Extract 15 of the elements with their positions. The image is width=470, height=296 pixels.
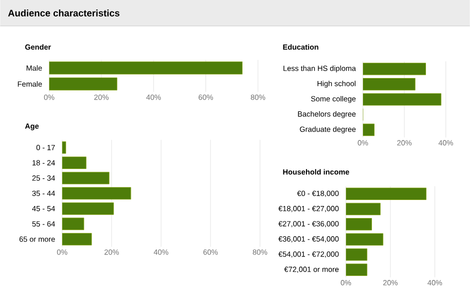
bar	[362, 63, 426, 76]
bar	[346, 248, 368, 261]
bar	[62, 172, 110, 184]
text: Audience characteristics	[8, 10, 120, 17]
bar	[62, 202, 114, 215]
bar	[346, 264, 368, 276]
bar	[62, 156, 86, 170]
bar	[346, 218, 372, 230]
bar	[346, 188, 426, 200]
bar	[346, 233, 384, 246]
bar	[346, 203, 381, 216]
bar	[62, 233, 92, 246]
bar	[362, 78, 416, 90]
bar	[62, 187, 132, 200]
bar	[362, 93, 442, 106]
